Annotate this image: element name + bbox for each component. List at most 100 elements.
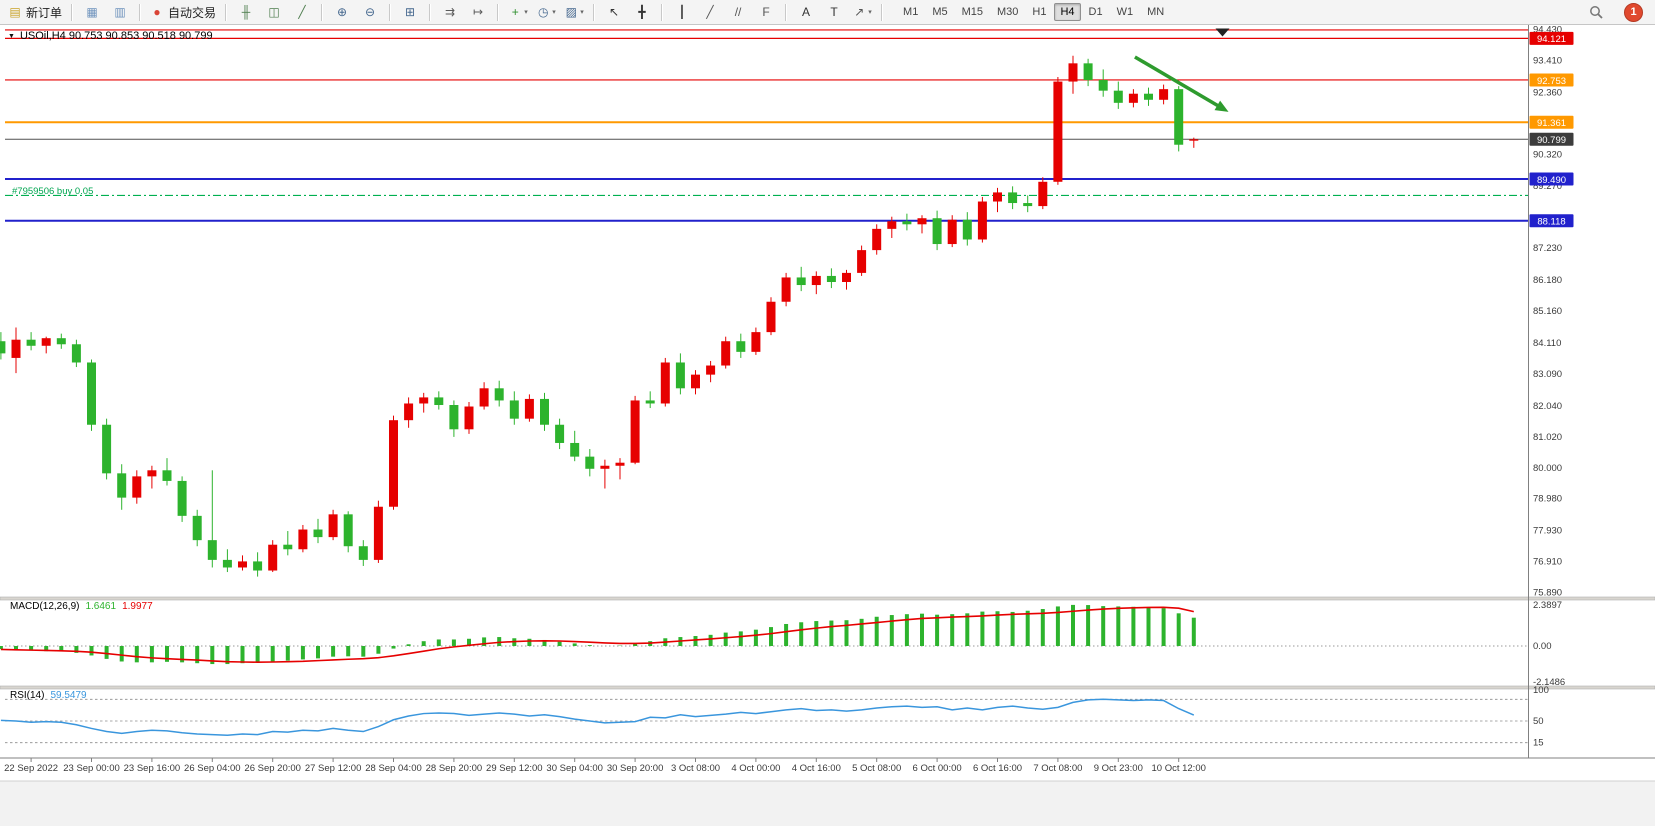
candle-body — [1053, 81, 1063, 182]
timeframe-m1-button[interactable]: M1 — [903, 6, 919, 18]
vertical-line-button[interactable]: ┃ — [669, 2, 695, 22]
bar-chart-type-button[interactable]: ╫ — [233, 2, 259, 22]
charts-window-button[interactable]: ▦ — [79, 2, 105, 22]
timeframe-mn-button[interactable]: MN — [1147, 6, 1165, 18]
candle-body — [660, 362, 670, 404]
candle-body — [645, 400, 655, 404]
candle-body — [0, 341, 6, 354]
chart-menu-arrow-icon[interactable]: ▼ — [8, 32, 15, 40]
cursor-button[interactable]: ↖ — [601, 2, 627, 22]
periods-button[interactable]: ◷ ▾ — [533, 2, 559, 22]
candle-body — [102, 424, 112, 474]
text-tool-button[interactable]: A — [793, 2, 819, 22]
timeframe-w1-button[interactable]: W1 — [1116, 6, 1134, 18]
price-badge-text: 90.799 — [1537, 135, 1566, 146]
price-tick-label: 82.040 — [1533, 401, 1562, 412]
line-chart-type-button[interactable]: ╱ — [289, 2, 315, 22]
price-tick-label: 93.410 — [1533, 56, 1562, 67]
chart-background — [0, 25, 1655, 781]
macd-axis-label: 0.00 — [1533, 641, 1552, 652]
trendline-icon: ╱ — [706, 5, 714, 19]
time-label: 30 Sep 04:00 — [546, 763, 603, 774]
timeframe-h1-button[interactable]: H1 — [1032, 6, 1047, 18]
label-tool-button[interactable]: T — [821, 2, 847, 22]
price-badge-text: 89.490 — [1537, 175, 1566, 186]
candlestick-type-button[interactable]: ◫ — [261, 2, 287, 22]
candle-body — [962, 219, 972, 240]
down-arrow-marker[interactable] — [1215, 28, 1230, 37]
zoom-in-button[interactable]: ⊕ — [329, 2, 355, 22]
new-order-button[interactable]: ▤ 新订单 — [5, 2, 65, 22]
zoom-out-button[interactable]: ⊖ — [357, 2, 383, 22]
pane-separator[interactable] — [0, 685, 1655, 690]
pane-separator[interactable] — [0, 596, 1655, 601]
timeframe-m15-button[interactable]: M15 — [961, 6, 983, 18]
candle-body — [811, 275, 821, 286]
templates-button[interactable]: ▨ ▾ — [561, 2, 587, 22]
price-tick-label: 86.180 — [1533, 275, 1562, 286]
candle-body — [343, 514, 353, 547]
timeframe-h4-button[interactable]: H4 — [1054, 3, 1081, 21]
macd-title: MACD(12,26,9) — [10, 601, 80, 612]
candle-body — [464, 406, 474, 430]
candle-body — [1008, 192, 1018, 204]
price-tick-label: 81.020 — [1533, 432, 1562, 443]
time-label: 4 Oct 00:00 — [731, 763, 780, 774]
price-tick-label: 92.360 — [1533, 87, 1562, 98]
candle-body — [132, 476, 142, 498]
arrows-tool-button[interactable]: ↗ ▾ — [849, 2, 875, 22]
chart-title[interactable]: ▼ USOil,H4 90.753 90.853 90.518 90.799 — [8, 30, 213, 42]
crosshair-icon: ╋ — [638, 5, 646, 19]
channel-button[interactable]: // — [725, 2, 751, 22]
time-label: 28 Sep 20:00 — [426, 763, 483, 774]
candle-body — [826, 275, 836, 283]
candle-body — [419, 397, 429, 404]
candle-body — [902, 221, 912, 225]
candle-body — [434, 397, 444, 406]
tile-windows-button[interactable]: ⊞ — [397, 2, 423, 22]
candlestick-icon: ◫ — [268, 5, 280, 19]
candle-body — [192, 515, 202, 541]
price-tick-label: 89.270 — [1533, 181, 1562, 192]
candle-body — [917, 218, 927, 225]
text-tool-icon: A — [802, 5, 811, 19]
candle-body — [56, 338, 66, 345]
price-tick-label: 83.090 — [1533, 369, 1562, 380]
candle-body — [404, 403, 414, 421]
candle-body — [147, 470, 157, 477]
rsi-line — [0, 698, 1195, 737]
periods-icon: ◷ — [538, 5, 549, 19]
candle-body — [691, 374, 700, 389]
profiles-button[interactable]: ▥ — [107, 2, 133, 22]
toolbar-separator — [593, 3, 596, 21]
crosshair-button[interactable]: ╋ — [629, 2, 655, 22]
fibonacci-button[interactable]: F — [753, 2, 779, 22]
chart-shift-button[interactable]: ↦ — [465, 2, 491, 22]
bar-chart-icon: ╫ — [241, 5, 251, 19]
macd-axis-label: 2.3897 — [1533, 600, 1562, 611]
search-button[interactable] — [1583, 2, 1609, 22]
timeframe-m5-button[interactable]: M5 — [932, 6, 948, 18]
time-label: 23 Sep 16:00 — [124, 763, 181, 774]
price-badge-text: 92.753 — [1537, 76, 1566, 87]
trendline-button[interactable]: ╱ — [697, 2, 723, 22]
autotrading-icon: ● — [153, 5, 161, 19]
toolbar-separator — [429, 3, 432, 21]
macd-signal-value: 1.9977 — [122, 601, 153, 612]
toolbar-separator — [321, 3, 324, 21]
timeframe-d1-button[interactable]: D1 — [1088, 6, 1103, 18]
indicators-button[interactable]: + ▾ — [505, 2, 531, 22]
candle-body — [630, 400, 640, 463]
timeframe-m30-button[interactable]: M30 — [997, 6, 1019, 18]
toolbar-separator — [785, 3, 788, 21]
candle-body — [857, 250, 867, 273]
notification-badge[interactable]: 1 — [1624, 2, 1643, 22]
trend-arrow[interactable] — [1134, 55, 1223, 110]
auto-scroll-button[interactable]: ⇉ — [437, 2, 463, 22]
autotrading-button[interactable]: ● 自动交易 — [147, 2, 219, 22]
position-line-label: #7959506 buy 0.05 — [12, 186, 94, 197]
candle-body — [1098, 80, 1108, 91]
price-tick-label: 80.000 — [1533, 463, 1562, 474]
auto-scroll-icon: ⇉ — [445, 5, 456, 19]
